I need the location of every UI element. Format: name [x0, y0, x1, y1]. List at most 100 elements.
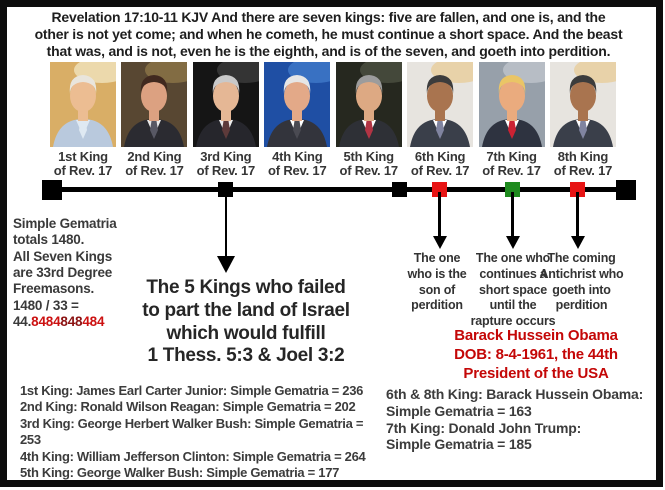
annotation-line: perdition — [555, 298, 608, 313]
five-kings-line: which would fulfill — [166, 322, 326, 344]
king-rev: of Rev. 17 — [53, 163, 113, 179]
king-label-5: 5th King of Rev. 17 — [334, 149, 404, 179]
annotation-line: son of — [418, 282, 456, 297]
five-kings-line: 1 Thess. 5:3 & Joel 3:2 — [147, 345, 345, 367]
gematria-list-item: 6th & 8th King: Barack Hussein Obama: — [386, 386, 644, 402]
arrow-line-five-kings — [224, 192, 227, 256]
portrait-icon — [478, 62, 545, 147]
obama-note-line: DOB: 8-4-1961, the 44th — [454, 345, 618, 363]
annotation-line: perdition — [411, 298, 463, 313]
annotation-line: short space — [479, 282, 547, 297]
king-order: 8th King — [557, 149, 609, 164]
gematria-list-item: 1st King: James Earl Carter Junior: Simp… — [20, 383, 364, 398]
annotation-line: goeth into — [552, 282, 611, 297]
verse-header: Revelation 17:10-11 KJV And there are se… — [34, 9, 623, 60]
portrait-icon — [407, 62, 474, 147]
calc-red-digits: 8484 — [31, 313, 61, 329]
king-order: 2nd King — [127, 149, 182, 164]
king-rev: of Rev. 17 — [339, 163, 398, 179]
gematria-note-line: totals 1480. — [13, 232, 85, 248]
president-photo-clinton — [264, 62, 331, 147]
gematria-list-item: Simple Gematria = 185 — [386, 436, 532, 453]
king-rev: of Rev. 17 — [553, 163, 613, 179]
arrow-line-annot-2 — [511, 192, 514, 236]
king-cell-8: 8th King of Rev. 17 — [548, 62, 618, 179]
timeline-line — [44, 187, 634, 192]
calc-dark-digits: 848 — [60, 313, 83, 329]
president-photo-trump — [478, 62, 545, 147]
king-order: 5th King — [343, 149, 394, 164]
timeline-end-left — [42, 180, 62, 200]
gematria-note-line: Freemasons. — [13, 281, 95, 297]
president-photo-obama-6 — [407, 62, 474, 147]
gematria-note: Simple Gematria totals 1480. All Seven K… — [13, 216, 173, 330]
gematria-note-line: Simple Gematria — [13, 216, 117, 231]
king-cell-3: 3rd King of Rev. 17 — [191, 62, 261, 179]
gematria-note-line: are 33rd Degree — [13, 264, 113, 280]
annotation-line: rapture occurs — [470, 314, 556, 328]
king-label-7: 7th King of Rev. 17 — [477, 149, 547, 179]
portrait-icon — [335, 62, 402, 147]
president-photo-carter — [50, 62, 116, 147]
king-order: 3rd King — [200, 149, 252, 164]
annotation-line: The coming — [547, 251, 616, 265]
arrow-head-annot-3-icon — [570, 236, 585, 249]
king-label-8: 8th King of Rev. 17 — [548, 149, 618, 179]
annotation-line: Antichrist who — [539, 266, 624, 281]
president-photo-obama-8 — [549, 62, 616, 147]
annotation-line: The one who — [475, 251, 551, 265]
king-label-6: 6th King of Rev. 17 — [405, 149, 475, 179]
king-order: 7th King — [486, 149, 537, 164]
obama-note-line: President of the USA — [463, 364, 609, 382]
king-order: 4th King — [272, 149, 323, 164]
annotation-coming-antichrist: The coming Antichrist who goeth into per… — [534, 251, 629, 314]
calc-prefix: 44. — [13, 313, 32, 329]
portrait-icon — [121, 62, 188, 147]
king-rev: of Rev. 17 — [482, 163, 541, 179]
gematria-calc-line: 44.8484848484 — [13, 314, 173, 330]
arrow-head-annot-2-icon — [505, 236, 520, 249]
king-rev: of Rev. 17 — [196, 163, 256, 179]
gematria-note-line: All Seven Kings — [13, 248, 113, 264]
annotation-line: until the — [489, 298, 537, 313]
annotation-son-of-perdition: The one who is the son of perdition — [394, 251, 480, 314]
arrow-line-annot-1 — [438, 192, 441, 236]
obama-dob-note: Barack Hussein Obama DOB: 8-4-1961, the … — [420, 327, 652, 383]
president-photo-bush-sr — [192, 62, 259, 147]
gematria-list-item: 7th King: Donald John Trump: — [386, 419, 582, 436]
king-cell-2: 2nd King of Rev. 17 — [119, 62, 189, 179]
king-cell-5: 5th King of Rev. 17 — [334, 62, 404, 179]
portrait-icon — [192, 62, 259, 147]
king-label-3: 3rd King of Rev. 17 — [191, 149, 261, 179]
five-kings-line: The 5 Kings who failed — [146, 277, 346, 298]
gematria-note-line: 1480 / 33 = — [13, 297, 79, 313]
king-label-1: 1st King of Rev. 17 — [48, 149, 118, 179]
president-photo-bush-jr — [335, 62, 402, 147]
king-rev: of Rev. 17 — [410, 163, 470, 179]
portrait-icon — [549, 62, 616, 147]
gematria-list-item: 4th King: William Jefferson Clinton: Sim… — [20, 448, 366, 464]
timeline-marker-8th-king-red — [570, 182, 585, 197]
portrait-icon — [264, 62, 331, 147]
obama-note-line: Barack Hussein Obama — [454, 327, 618, 344]
calc-red-digits: 484 — [82, 313, 105, 329]
gematria-list-item: Simple Gematria = 163 — [386, 402, 532, 419]
king-order: 6th King — [414, 149, 466, 164]
king-label-4: 4th King of Rev. 17 — [262, 149, 332, 179]
timeline-marker-black — [392, 182, 407, 197]
gematria-list-item: 5th King: George Walker Bush: Simple Gem… — [20, 464, 340, 480]
gematria-list-item: 2nd King: Ronald Wilson Reagan: Simple G… — [20, 399, 356, 415]
timeline-end-right — [616, 180, 636, 200]
king-label-2: 2nd King of Rev. 17 — [119, 149, 189, 179]
king-cell-7: 7th King of Rev. 17 — [477, 62, 547, 179]
five-kings-text: The 5 Kings who failed to part the land … — [110, 277, 382, 368]
king-order: 1st King — [58, 149, 108, 164]
king-rev: of Rev. 17 — [268, 163, 327, 179]
kings-row: 1st King of Rev. 17 2nd King — [48, 62, 618, 179]
gematria-list-item: 3rd King: George Herbert Walker Bush: Si… — [20, 415, 364, 448]
annotation-line: The one — [413, 251, 461, 265]
annotation-line: continues a — [479, 266, 547, 281]
president-photo-reagan — [121, 62, 188, 147]
king-cell-1: 1st King of Rev. 17 — [48, 62, 118, 179]
